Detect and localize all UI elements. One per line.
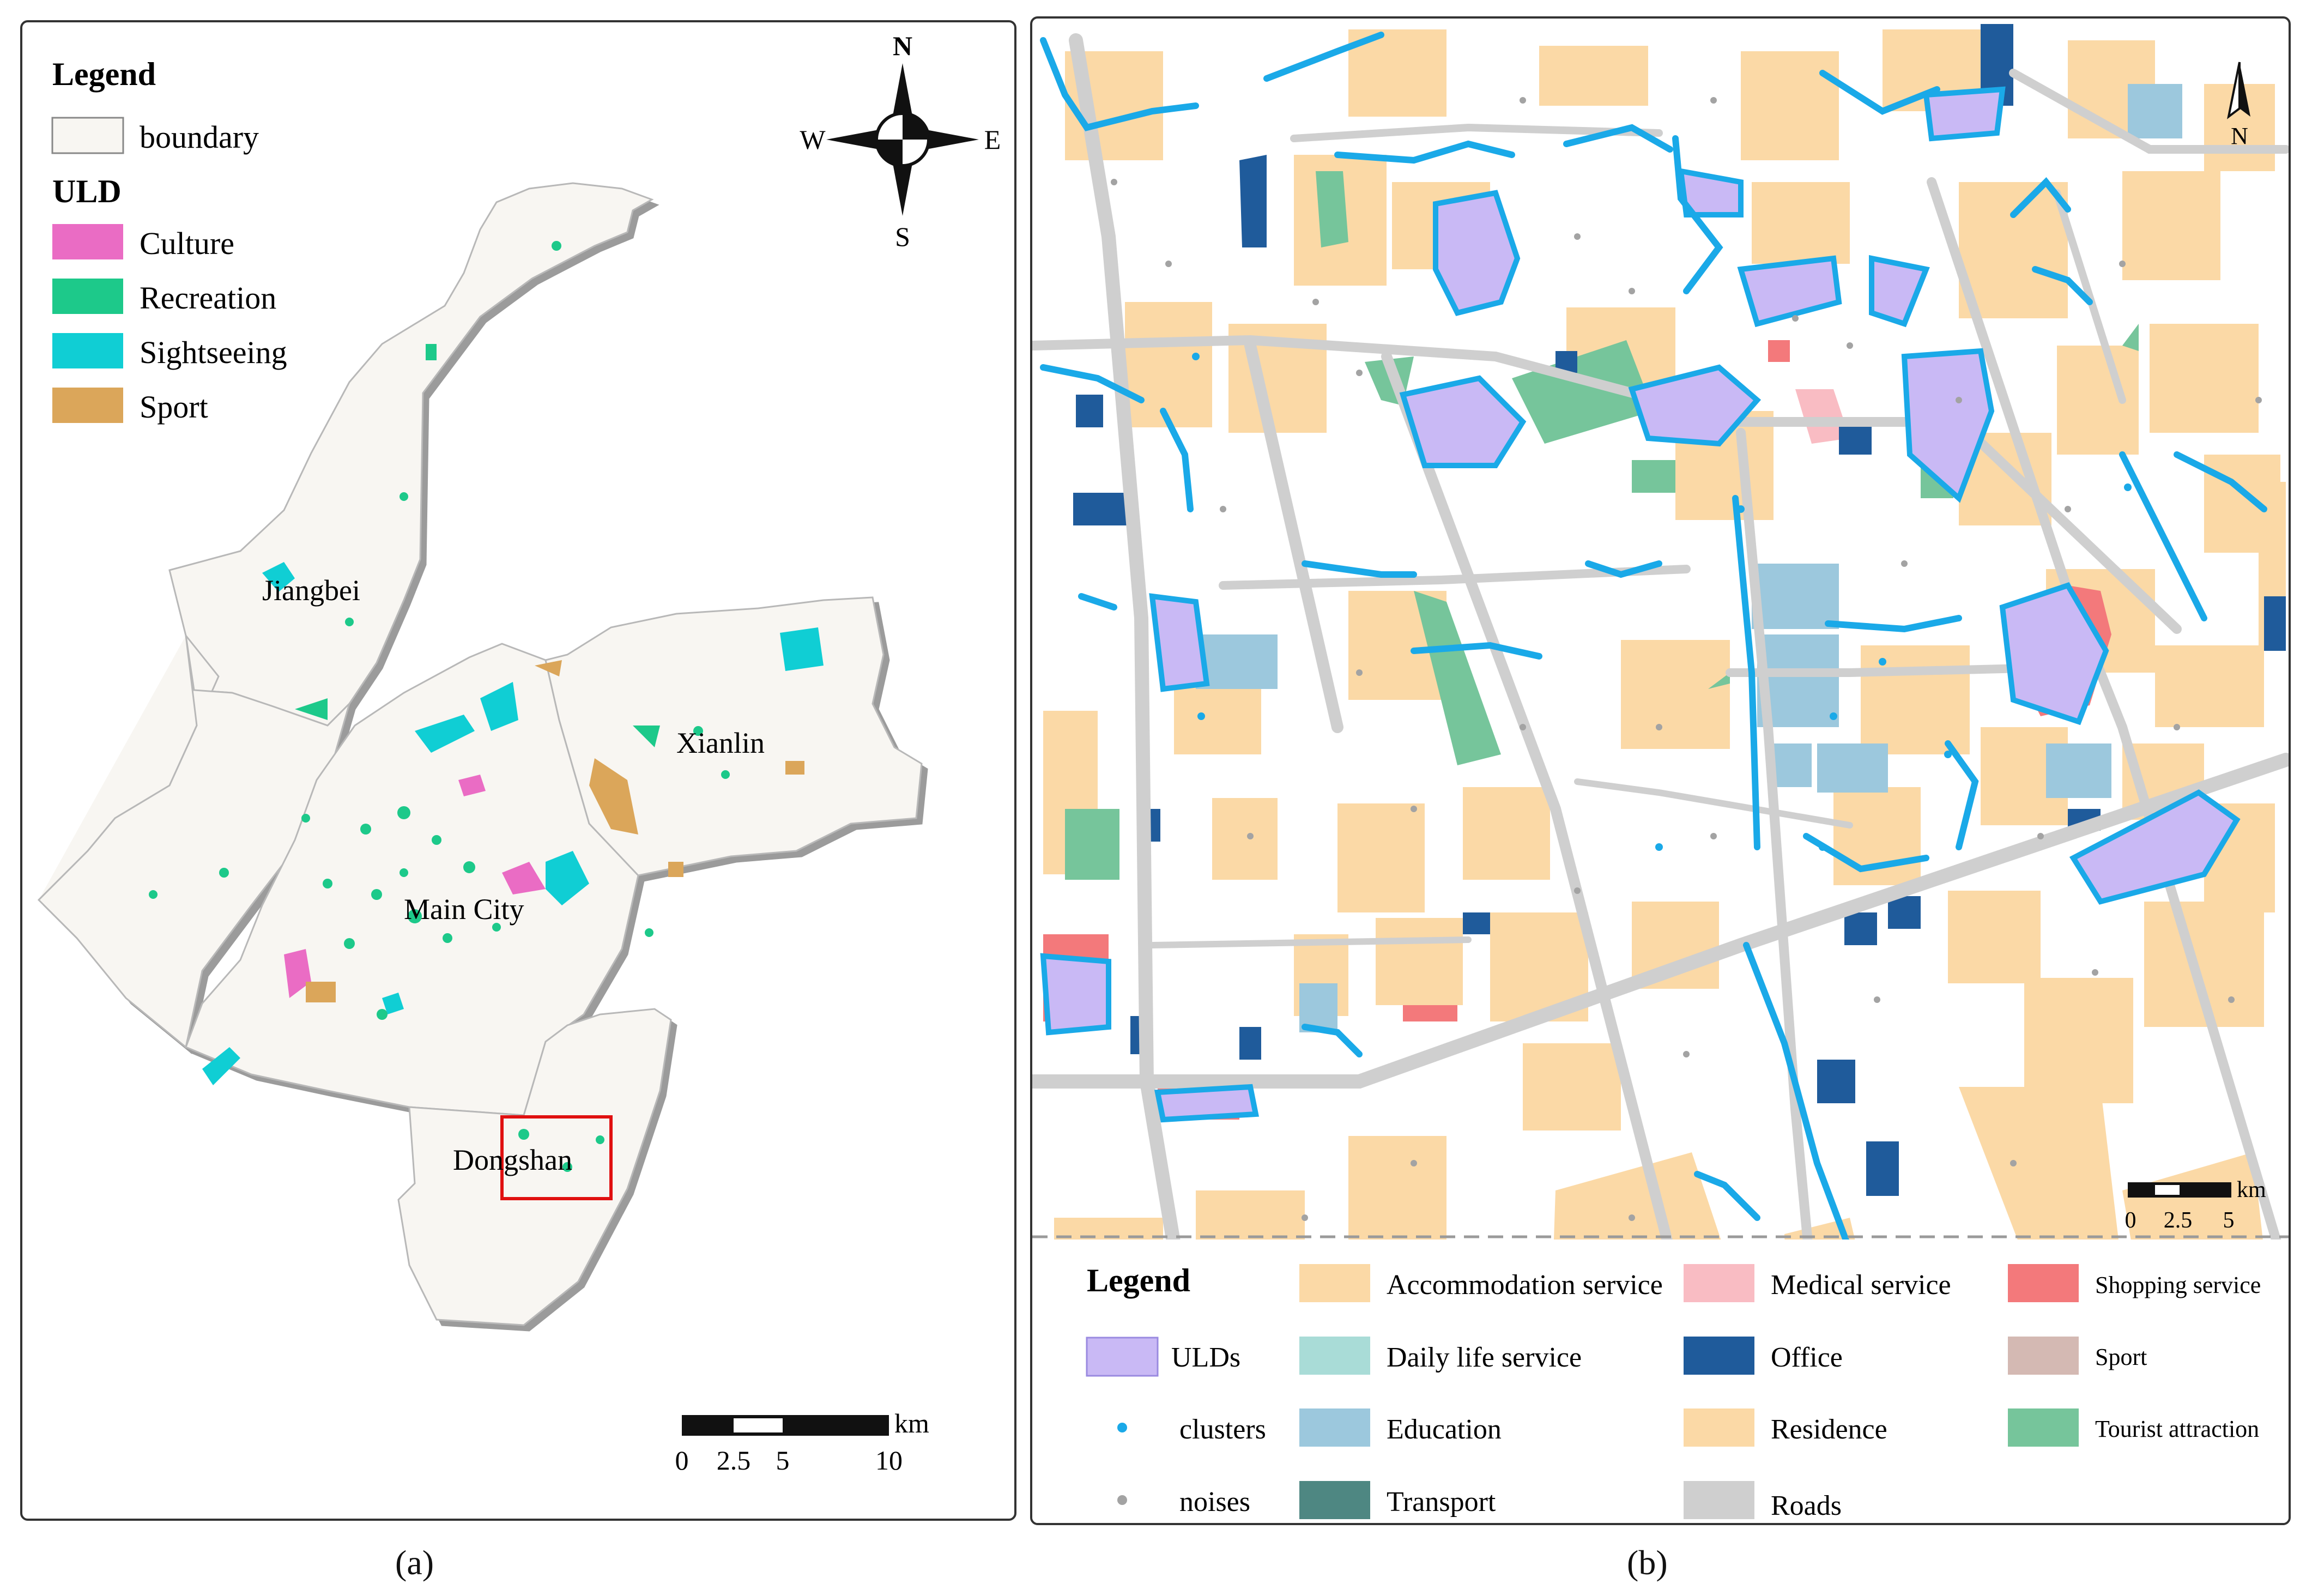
- sport-label: Sport: [140, 389, 208, 425]
- swatch-medical: [1684, 1264, 1754, 1302]
- swatch-residence: [1684, 1408, 1754, 1447]
- label-residence: Residence: [1771, 1414, 1887, 1445]
- compass-s: S: [895, 221, 910, 252]
- caption-b: (b): [1627, 1543, 1668, 1582]
- uld-patches: [149, 241, 824, 1172]
- swatch-education: [1299, 1408, 1370, 1447]
- swatch-clusters: [1117, 1423, 1127, 1432]
- label-education: Education: [1387, 1414, 1502, 1445]
- boundary-label: boundary: [140, 119, 259, 155]
- uld-title: ULD: [52, 173, 122, 209]
- label-tourist: Tourist attraction: [2095, 1416, 2259, 1442]
- north-label-b: N: [2231, 123, 2248, 149]
- scale-b-tick-5: 5: [2223, 1208, 2235, 1233]
- scale-bar-a: km 0 2.5 5 10: [675, 1408, 930, 1476]
- overview-map-panel: Jiangbei Xianlin Main City Dongshan Lege…: [20, 20, 1016, 1521]
- xianlin-district: [544, 596, 923, 876]
- swatch-roads: [1684, 1481, 1754, 1519]
- scale-bar-b: km 0 2.5 5: [2125, 1177, 2267, 1233]
- district-label-jiangbei: Jiangbei: [262, 574, 360, 607]
- uld-legend: Culture Recreation Sightseeing Sport: [52, 224, 287, 425]
- legend-b-title: Legend: [1087, 1262, 1190, 1298]
- label-noises: noises: [1179, 1486, 1250, 1518]
- culture-swatch: [52, 224, 123, 259]
- scale-b-tick-2-5: 2.5: [2164, 1208, 2193, 1233]
- sport-swatch: [52, 388, 123, 423]
- sightseeing-label: Sightseeing: [140, 335, 287, 370]
- compass-e: E: [984, 124, 1001, 155]
- label-medical: Medical service: [1771, 1269, 1951, 1301]
- scale-tick-5: 5: [776, 1445, 790, 1476]
- label-clusters: clusters: [1179, 1414, 1266, 1445]
- swatch-shopping: [2008, 1264, 2079, 1302]
- north-arrow-icon: N: [2227, 62, 2250, 149]
- recreation-swatch: [52, 279, 123, 314]
- label-ulds: ULDs: [1171, 1342, 1240, 1373]
- label-transport: Transport: [1387, 1486, 1496, 1518]
- dongshan-district: [397, 1008, 672, 1326]
- swatch-accommodation: [1299, 1264, 1370, 1302]
- scale-tick-2-5: 2.5: [717, 1445, 751, 1476]
- label-sport: Sport: [2095, 1344, 2147, 1370]
- label-accommodation: Accommodation service: [1387, 1269, 1663, 1301]
- swatch-tourist: [2008, 1408, 2079, 1447]
- detail-map: N km 0 2.5 5 Legend Accommodation servic…: [1032, 24, 2289, 1523]
- culture-label: Culture: [140, 226, 234, 261]
- overview-map: Jiangbei Xianlin Main City Dongshan Lege…: [37, 31, 1001, 1476]
- scale-b-tick-0: 0: [2125, 1208, 2136, 1233]
- swatch-transport: [1299, 1481, 1370, 1519]
- district-label-dongshan: Dongshan: [453, 1144, 572, 1176]
- label-office: Office: [1771, 1342, 1843, 1373]
- boundary-swatch: [51, 117, 124, 154]
- swatch-daily-life: [1299, 1337, 1370, 1375]
- legend-title: Legend: [52, 56, 156, 92]
- label-daily-life: Daily life service: [1387, 1342, 1582, 1373]
- compass-rose-icon: N S W E: [800, 31, 1001, 252]
- swatch-office: [1684, 1337, 1754, 1375]
- district-label-main-city: Main City: [404, 893, 524, 926]
- scale-tick-10: 10: [875, 1445, 903, 1476]
- label-shopping: Shopping service: [2095, 1272, 2261, 1298]
- scale-unit-a: km: [894, 1408, 929, 1438]
- swatch-sport: [2008, 1337, 2079, 1375]
- jiangbei-district: [168, 182, 654, 727]
- legend-b: Legend Accommodation service Daily life …: [1086, 1262, 2261, 1521]
- compass-w: W: [800, 124, 826, 155]
- caption-a: (a): [395, 1543, 434, 1582]
- compass-n: N: [893, 31, 912, 61]
- scale-unit-b: km: [2237, 1177, 2266, 1202]
- scale-tick-0: 0: [675, 1445, 689, 1476]
- label-roads: Roads: [1771, 1490, 1842, 1521]
- recreation-label: Recreation: [140, 280, 276, 316]
- sightseeing-swatch: [52, 333, 123, 368]
- detail-map-panel: N km 0 2.5 5 Legend Accommodation servic…: [1030, 16, 2291, 1525]
- swatch-ulds: [1086, 1337, 1159, 1377]
- study-area-box: [500, 1115, 613, 1200]
- district-label-xianlin: Xianlin: [676, 727, 765, 759]
- swatch-noises: [1117, 1495, 1127, 1505]
